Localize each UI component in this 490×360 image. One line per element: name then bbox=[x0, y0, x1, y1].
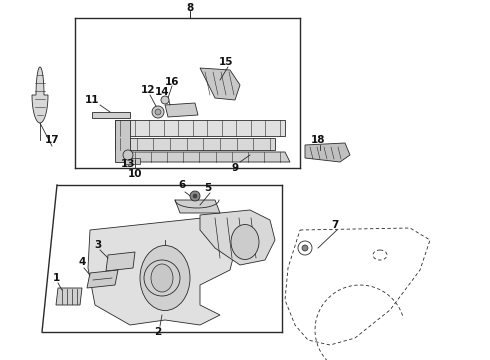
Polygon shape bbox=[125, 158, 140, 164]
Text: 16: 16 bbox=[165, 77, 179, 87]
Text: 8: 8 bbox=[186, 3, 194, 13]
Text: 11: 11 bbox=[85, 95, 99, 105]
Circle shape bbox=[193, 194, 197, 198]
Polygon shape bbox=[56, 288, 82, 305]
Circle shape bbox=[152, 106, 164, 118]
Polygon shape bbox=[130, 152, 290, 162]
Polygon shape bbox=[115, 120, 130, 162]
Circle shape bbox=[123, 150, 133, 160]
Polygon shape bbox=[305, 143, 350, 162]
Polygon shape bbox=[115, 120, 285, 136]
Text: 2: 2 bbox=[154, 327, 162, 337]
Ellipse shape bbox=[140, 246, 190, 310]
Polygon shape bbox=[88, 215, 240, 325]
Circle shape bbox=[155, 109, 161, 115]
Text: 7: 7 bbox=[331, 220, 339, 230]
Text: 14: 14 bbox=[155, 87, 170, 97]
Circle shape bbox=[302, 245, 308, 251]
Text: 12: 12 bbox=[141, 85, 155, 95]
Polygon shape bbox=[165, 103, 198, 117]
Text: 4: 4 bbox=[78, 257, 86, 267]
Polygon shape bbox=[200, 68, 240, 100]
Polygon shape bbox=[200, 210, 275, 265]
Text: 6: 6 bbox=[178, 180, 186, 190]
Text: 18: 18 bbox=[311, 135, 325, 145]
Polygon shape bbox=[92, 112, 130, 118]
Ellipse shape bbox=[231, 225, 259, 260]
Circle shape bbox=[190, 191, 200, 201]
Polygon shape bbox=[175, 200, 220, 213]
Text: 1: 1 bbox=[52, 273, 60, 283]
Text: 17: 17 bbox=[45, 135, 59, 145]
Text: 13: 13 bbox=[121, 159, 135, 169]
Polygon shape bbox=[106, 252, 135, 271]
Polygon shape bbox=[32, 67, 48, 123]
Text: 10: 10 bbox=[128, 169, 142, 179]
Text: 9: 9 bbox=[231, 163, 239, 173]
Ellipse shape bbox=[151, 264, 173, 292]
Text: 5: 5 bbox=[204, 183, 212, 193]
Polygon shape bbox=[87, 270, 118, 288]
Text: 3: 3 bbox=[95, 240, 101, 250]
Circle shape bbox=[161, 96, 169, 104]
Polygon shape bbox=[115, 138, 275, 150]
Text: 15: 15 bbox=[219, 57, 233, 67]
